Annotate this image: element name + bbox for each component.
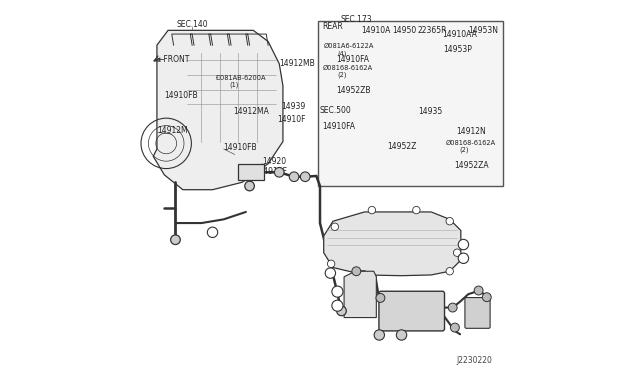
Circle shape (171, 235, 180, 244)
Circle shape (451, 323, 460, 332)
Circle shape (458, 253, 468, 263)
Text: SEC.140: SEC.140 (177, 20, 208, 29)
Text: 14910FA: 14910FA (322, 122, 355, 131)
Circle shape (300, 172, 310, 182)
Text: Ø08168-6162A: Ø08168-6162A (323, 64, 373, 70)
Circle shape (448, 303, 457, 312)
Circle shape (289, 172, 299, 182)
Text: 14912N: 14912N (456, 126, 486, 136)
Text: 14935: 14935 (418, 107, 442, 116)
Circle shape (244, 181, 255, 191)
Text: Ð081AB-6200A: Ð081AB-6200A (216, 75, 266, 81)
Text: 14910FA: 14910FA (337, 55, 370, 64)
Circle shape (332, 300, 343, 311)
Text: 14910A: 14910A (362, 26, 391, 35)
Text: 14910AA: 14910AA (442, 29, 477, 39)
Text: H: H (335, 303, 340, 308)
Circle shape (328, 260, 335, 267)
Circle shape (413, 206, 420, 214)
Circle shape (275, 167, 284, 177)
Circle shape (352, 267, 361, 276)
Text: 14939: 14939 (281, 102, 305, 111)
Circle shape (207, 227, 218, 237)
Circle shape (453, 249, 461, 256)
Text: B: B (461, 256, 465, 261)
FancyBboxPatch shape (465, 298, 490, 328)
Text: 14912MA: 14912MA (233, 108, 269, 116)
Text: 14950: 14950 (392, 26, 417, 35)
Text: Ø08168-6162A: Ø08168-6162A (445, 140, 495, 146)
Text: 14952Z: 14952Z (387, 142, 416, 151)
Bar (239, 164, 264, 180)
Circle shape (331, 223, 339, 231)
Circle shape (446, 218, 453, 225)
Text: B: B (461, 242, 465, 247)
Text: Ø081A6-6122A: Ø081A6-6122A (324, 43, 374, 49)
Circle shape (446, 267, 453, 275)
Text: J2230220: J2230220 (456, 356, 492, 365)
FancyBboxPatch shape (379, 291, 445, 331)
Text: H: H (335, 289, 340, 294)
Text: 14953P: 14953P (443, 45, 472, 54)
Text: (2): (2) (459, 147, 468, 153)
Text: 14912M: 14912M (157, 126, 188, 135)
Text: 22365R: 22365R (417, 26, 447, 35)
Circle shape (376, 294, 385, 302)
Bar (318, 21, 504, 186)
Polygon shape (344, 271, 376, 318)
Text: 14910FB: 14910FB (164, 91, 198, 100)
Text: 14952ZB: 14952ZB (336, 86, 371, 95)
Text: 14910F: 14910F (277, 115, 306, 124)
Polygon shape (153, 31, 283, 190)
Text: ←FRONT: ←FRONT (157, 55, 190, 64)
Text: D: D (211, 230, 214, 235)
Circle shape (325, 268, 335, 278)
Text: 14953N: 14953N (468, 26, 499, 35)
Text: (1): (1) (229, 81, 239, 88)
Text: 14952ZA: 14952ZA (454, 161, 489, 170)
Text: L4910F: L4910F (259, 167, 287, 176)
Text: REAR: REAR (322, 22, 342, 31)
Text: (4): (4) (337, 50, 347, 57)
Text: 14912MB: 14912MB (279, 59, 315, 68)
Text: 14910FB: 14910FB (223, 142, 257, 151)
Circle shape (368, 206, 376, 214)
Circle shape (458, 239, 468, 250)
Text: SEC.500: SEC.500 (320, 106, 352, 115)
Text: SEC.173: SEC.173 (340, 15, 372, 24)
Circle shape (474, 286, 483, 295)
Polygon shape (324, 212, 461, 276)
Text: B: B (328, 270, 332, 276)
Text: 14920: 14920 (262, 157, 287, 166)
Circle shape (396, 330, 407, 340)
Circle shape (332, 286, 343, 297)
Text: (2): (2) (337, 71, 347, 78)
Circle shape (337, 306, 346, 316)
Circle shape (483, 293, 492, 302)
Circle shape (374, 330, 385, 340)
